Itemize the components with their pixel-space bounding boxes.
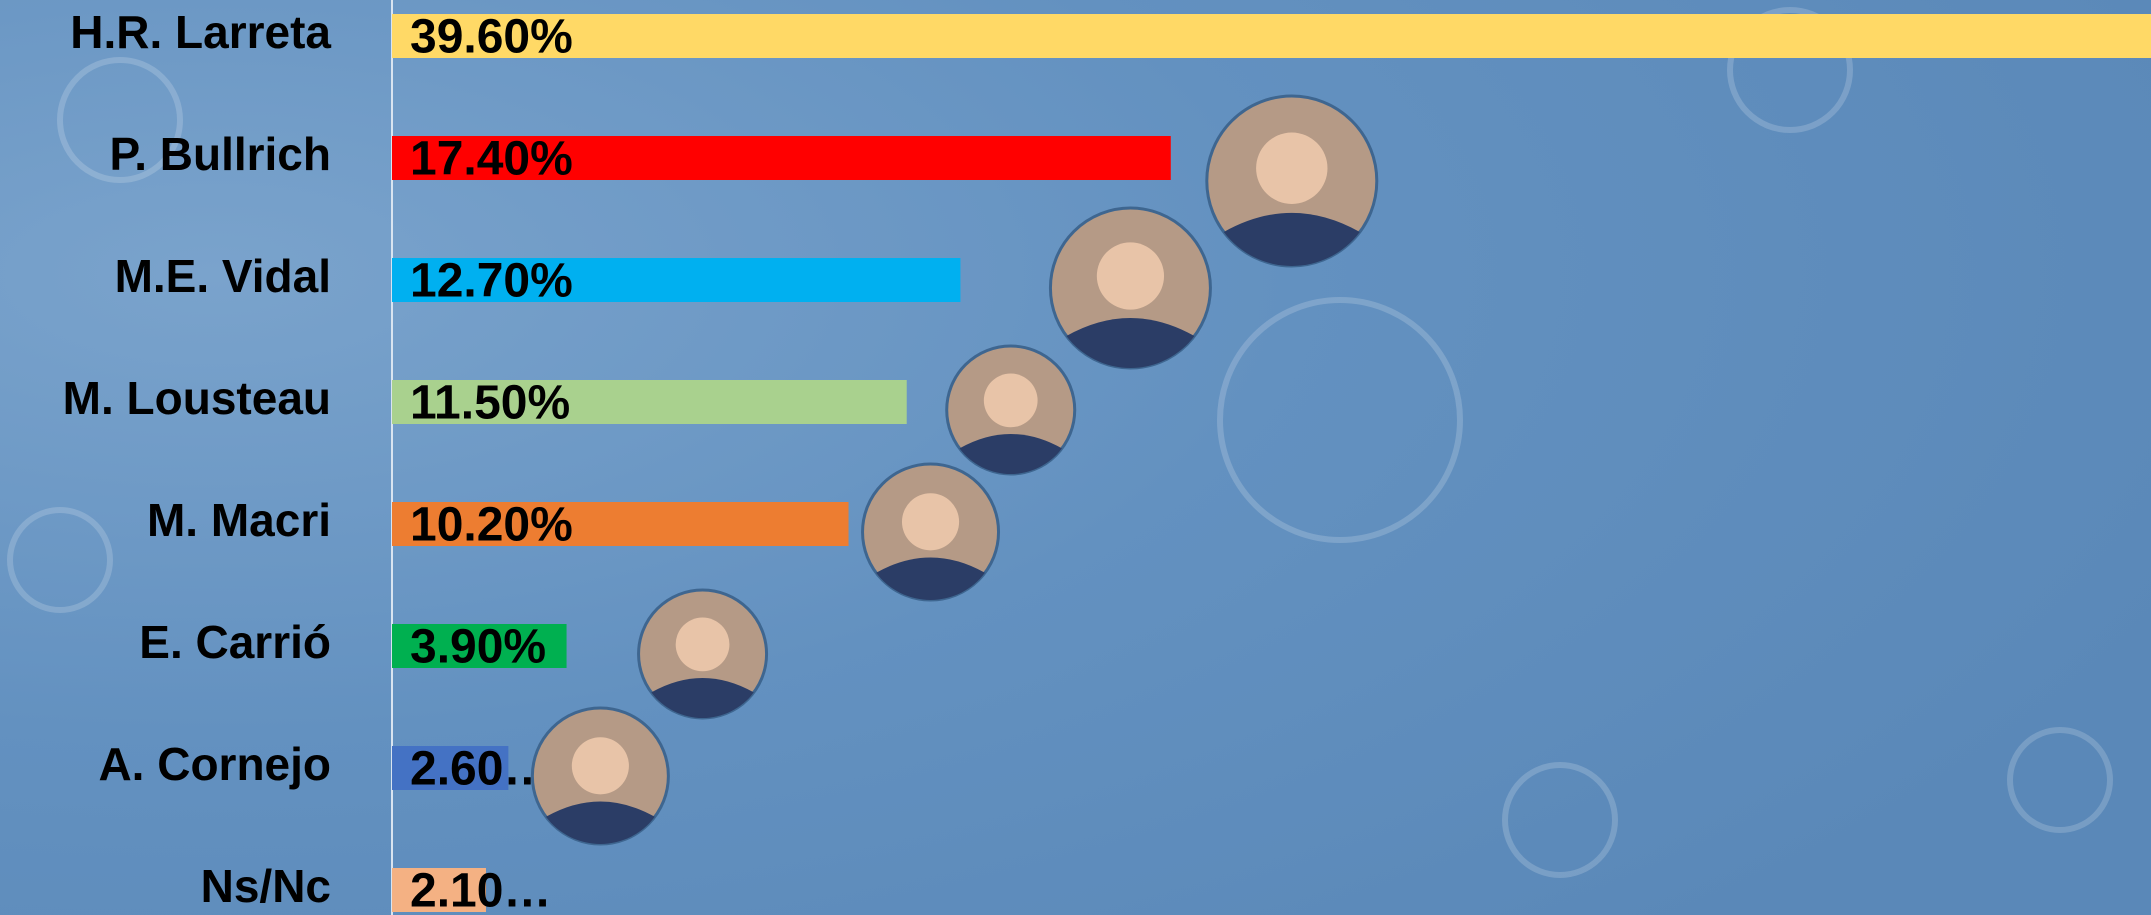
value-label: 12.70% [410, 255, 573, 308]
value-label: 17.40% [410, 133, 573, 186]
bar [392, 14, 2151, 58]
candidate-photo-body [959, 434, 1062, 474]
bar [392, 258, 961, 302]
candidate-photo-face [1256, 132, 1328, 204]
candidate-photo-body [651, 678, 754, 719]
value-label: 2.10… [410, 865, 551, 915]
candidate-photo-body [545, 801, 655, 844]
bar [392, 746, 509, 790]
candidate-photo-face [675, 617, 730, 672]
value-label: 3.90% [410, 621, 546, 674]
candidate-photo-face [1096, 242, 1165, 310]
candidate-photo-face [571, 737, 629, 795]
candidate-photo-face [901, 493, 960, 551]
category-label: H.R. Larreta [70, 6, 331, 58]
candidate-photo-body [1066, 318, 1195, 368]
category-label: P. Bullrich [109, 128, 331, 180]
value-label: 10.20% [410, 499, 573, 552]
bar [392, 380, 907, 424]
category-label: A. Cornejo [98, 738, 331, 790]
bar [392, 868, 486, 912]
category-label: E. Carrió [139, 616, 331, 668]
category-label: M. Macri [147, 494, 331, 546]
value-label: 11.50% [410, 377, 570, 430]
candidate-photo-face [983, 373, 1038, 428]
bar [392, 136, 1171, 180]
bar [392, 502, 849, 546]
background-decoration [7, 7, 2113, 878]
category-label: Ns/Nc [201, 860, 331, 912]
candidate-photo-body [876, 557, 985, 600]
bar [392, 624, 567, 668]
category-label: M.E. Vidal [115, 250, 331, 302]
candidate-photo-body [1223, 212, 1360, 266]
category-label: M. Lousteau [63, 372, 331, 424]
value-label: 2.60… [410, 743, 551, 796]
value-label: 39.60% [410, 11, 573, 64]
